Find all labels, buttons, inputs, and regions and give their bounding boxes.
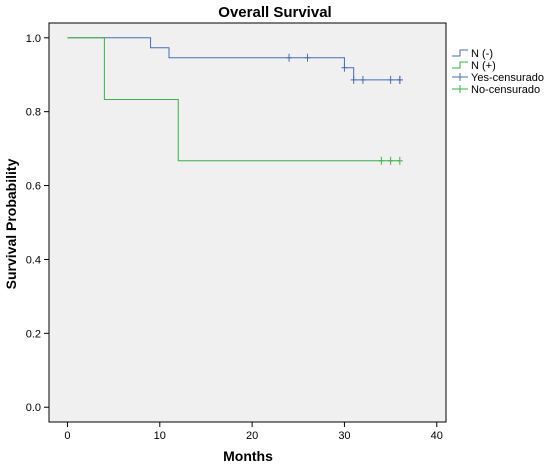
censor-mark bbox=[341, 63, 348, 72]
chart-title: Overall Survival bbox=[218, 4, 331, 21]
legend-label: N (-) bbox=[471, 48, 493, 60]
censor-mark bbox=[387, 75, 394, 84]
legend-item: N (+) bbox=[452, 60, 496, 72]
y-tick-label: 0.2 bbox=[26, 328, 41, 340]
censor-mark bbox=[304, 53, 311, 62]
y-tick-label: 0.4 bbox=[26, 254, 41, 266]
legend-label: N (+) bbox=[471, 60, 496, 72]
y-axis-label: Survival Probability bbox=[3, 158, 19, 289]
censor-mark bbox=[396, 75, 403, 84]
legend-item: Yes-censurado bbox=[452, 72, 544, 84]
series-layer bbox=[67, 37, 403, 165]
series-line-2 bbox=[67, 37, 400, 162]
censor-mark bbox=[396, 156, 403, 165]
legend-label: Yes-censurado bbox=[471, 72, 544, 84]
legend-label: No-censurado bbox=[471, 84, 540, 96]
censor-mark bbox=[350, 75, 357, 84]
legend-item: N (-) bbox=[452, 48, 493, 60]
x-tick-label: 30 bbox=[338, 430, 350, 442]
censor-mark bbox=[378, 156, 385, 165]
y-tick-label: 1.0 bbox=[26, 33, 41, 45]
axes: 0 10 20 30 40 0.0 0.2 0.4 0.6 0.8 1.0 bbox=[26, 33, 443, 442]
series-line-1 bbox=[67, 37, 400, 81]
legend-item: No-censurado bbox=[452, 84, 540, 96]
x-tick-label: 10 bbox=[154, 430, 166, 442]
y-tick-label: 0.8 bbox=[26, 107, 41, 119]
legend-line-swatch bbox=[452, 61, 468, 69]
y-tick-label: 0.6 bbox=[26, 181, 41, 193]
x-axis-label: Months bbox=[223, 448, 273, 464]
plot-area bbox=[48, 22, 447, 423]
x-tick-label: 40 bbox=[431, 430, 443, 442]
censor-mark bbox=[286, 53, 293, 62]
legend-line-swatch bbox=[452, 49, 468, 57]
censor-mark bbox=[387, 156, 394, 165]
x-tick-label: 0 bbox=[64, 430, 70, 442]
censor-mark bbox=[359, 75, 366, 84]
y-tick-label: 0.0 bbox=[26, 402, 41, 414]
x-tick-label: 20 bbox=[246, 430, 258, 442]
